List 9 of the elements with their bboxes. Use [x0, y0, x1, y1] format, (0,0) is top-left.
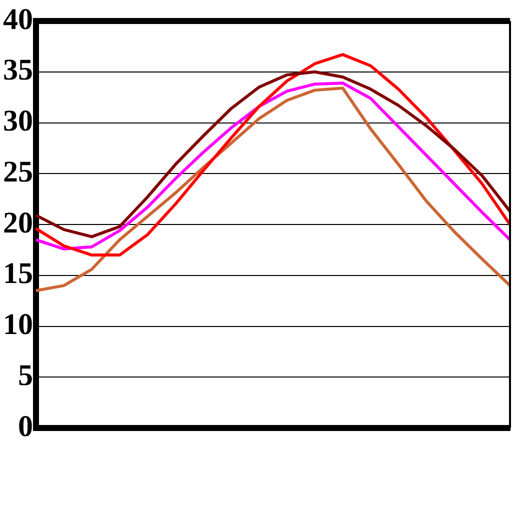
y-tick-label: 35 [3, 54, 33, 87]
y-tick-label: 25 [3, 155, 33, 188]
y-tick-label: 0 [18, 410, 33, 443]
y-tick-label: 10 [3, 308, 33, 341]
y-tick-label: 15 [3, 257, 33, 290]
y-tick-label: 20 [3, 206, 33, 240]
y-tick-label: 30 [3, 104, 33, 138]
y-tick-label: 5 [18, 358, 33, 392]
y-tick-label: 40 [3, 2, 33, 36]
